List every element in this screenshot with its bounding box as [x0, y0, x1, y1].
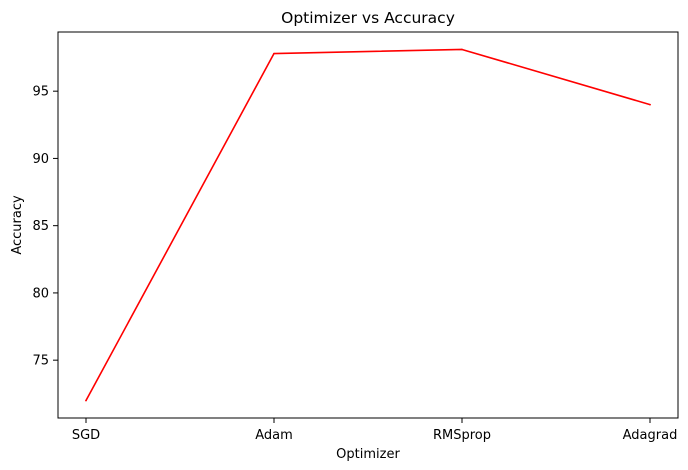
data-point-rmsprop: [461, 48, 463, 51]
x-axis-ticks: SGD Adam RMSprop Adagrad: [72, 418, 678, 443]
chart-title: Optimizer vs Accuracy: [281, 9, 455, 27]
data-point-adagrad: [649, 103, 651, 106]
series-layer: [85, 48, 651, 402]
data-point-adam: [273, 52, 275, 55]
y-tick-label-75: 75: [32, 354, 49, 369]
series-line-0: [85, 48, 651, 402]
y-tick-label-80: 80: [32, 286, 49, 301]
x-tick-label-adagrad: Adagrad: [623, 428, 678, 443]
y-tick-label-85: 85: [32, 219, 49, 234]
y-tick-label-90: 90: [32, 152, 49, 167]
y-axis-ticks: 75 80 85 90 95: [32, 85, 58, 369]
x-tick-label-rmsprop: RMSprop: [433, 428, 491, 443]
x-tick-label-sgd: SGD: [72, 428, 100, 443]
x-axis-label: Optimizer: [336, 447, 400, 462]
plot-area-frame: [57, 31, 679, 419]
x-tick-label-adam: Adam: [255, 428, 293, 443]
data-point-sgd: [85, 399, 87, 402]
y-axis-label: Accuracy: [10, 195, 25, 255]
y-tick-label-95: 95: [32, 85, 49, 100]
